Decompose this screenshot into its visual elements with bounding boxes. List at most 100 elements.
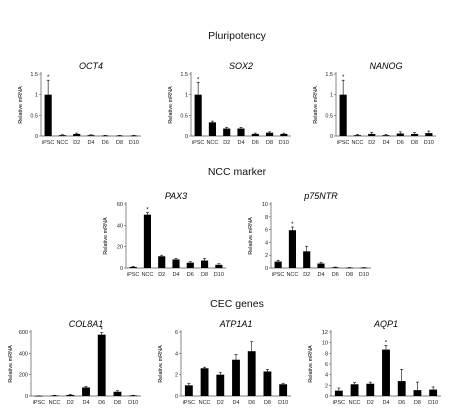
y-tick-label: 1.5 [180, 72, 188, 78]
y-tick-label: 20 [117, 245, 123, 251]
x-tick-label-d2: D2 [73, 140, 80, 146]
bar-ncc [350, 384, 359, 396]
bar-d8 [113, 391, 122, 396]
y-tick-label: 2 [175, 373, 178, 379]
bar-d2 [66, 394, 75, 396]
y-tick-label: 8 [265, 215, 268, 221]
y-axis-label: Relative mRNA [158, 345, 164, 383]
y-tick-label: 60 [117, 202, 123, 208]
y-tick-label: 0.5 [325, 113, 333, 119]
bar-d8 [413, 390, 422, 396]
y-tick-label: 8 [325, 351, 328, 357]
x-tick-label-ncc: NCC [351, 140, 363, 146]
bar-d4 [87, 135, 95, 136]
x-tick-label-ncc: NCC [56, 140, 68, 146]
y-axis-label: Relative mRNA [18, 86, 24, 124]
x-tick-label-ncc: NCC [206, 140, 218, 146]
y-axis-label: Relative mRNA [168, 86, 174, 124]
x-tick-label-ipsc: iPSC [183, 400, 196, 406]
bar-d10 [129, 395, 138, 397]
chart-title: COL8A1 [69, 319, 104, 329]
bar-d4 [317, 263, 325, 268]
y-tick-label: 1 [330, 93, 333, 99]
x-tick-label-ncc: NCC [349, 400, 361, 406]
y-tick-label: 0 [25, 394, 28, 400]
bar-ipsc [334, 390, 343, 396]
bar-d4 [172, 259, 180, 268]
x-tick-label-d8: D8 [114, 400, 121, 406]
y-tick-label: 1.5 [30, 72, 38, 78]
x-tick-label-ncc: NCC [199, 400, 211, 406]
x-tick-label-d2: D2 [367, 400, 374, 406]
bar-d10 [425, 133, 433, 136]
chart-title: AQP1 [373, 319, 398, 329]
bar-d8 [266, 132, 274, 136]
bar-ipsc [274, 261, 282, 268]
x-tick-label-d4: D4 [382, 140, 389, 146]
y-axis-label: Relative mRNA [103, 217, 109, 255]
bar-d6 [331, 267, 339, 268]
bar-d4 [382, 349, 390, 396]
y-tick-label: 4 [265, 240, 268, 246]
x-tick-label-ncc: NCC [141, 272, 153, 278]
bar-ipsc [44, 94, 52, 136]
chart-title: ATP1A1 [219, 319, 253, 329]
x-tick-label-d8: D8 [414, 400, 421, 406]
y-tick-label: 2 [265, 253, 268, 259]
y-tick-label: 400 [19, 351, 28, 357]
x-tick-label-d2: D2 [217, 400, 224, 406]
chart-sox2: SOX2 Relative mRNA 0 0.5 1 1.5 * iPSC NCC D2 D4 D6 D… [168, 61, 291, 146]
bar-d6 [251, 133, 259, 136]
y-tick-label: 0.5 [180, 113, 188, 119]
x-tick-label-ipsc: iPSC [127, 272, 140, 278]
y-tick-label: 6 [265, 228, 268, 234]
x-tick-label-d10: D10 [128, 400, 138, 406]
bar-d2 [73, 133, 81, 136]
chart-pax3: PAX3 Relative mRNA 0 20 40 60 iPSC * NCC D2 D4 D6 D8… [103, 191, 226, 278]
y-axis-label: Relative mRNA [313, 86, 319, 124]
significance-marker: * [197, 77, 200, 83]
bar-d10 [280, 133, 288, 136]
bar-d6 [397, 381, 406, 396]
x-tick-label-ipsc: iPSC [192, 140, 205, 146]
bar-d8 [116, 135, 124, 137]
x-tick-label-d6: D6 [397, 140, 404, 146]
x-tick-label-d4: D4 [317, 272, 324, 278]
bar-ncc [58, 135, 66, 136]
x-tick-label-ncc: NCC [286, 272, 298, 278]
bar-d2 [303, 251, 311, 268]
chart-aqp1: AQP1 Relative mRNA 0 2 4 6 8 10 12 iPSC NCC D2 * D4 D6… [308, 319, 441, 406]
x-tick-label-d2: D2 [67, 400, 74, 406]
y-tick-label: 0 [265, 266, 268, 272]
x-tick-label-d4: D4 [382, 400, 389, 406]
x-tick-label-d6: D6 [102, 140, 109, 146]
bar-ncc [143, 214, 151, 268]
x-tick-label-d6: D6 [248, 400, 255, 406]
x-tick-label-d2: D2 [303, 272, 310, 278]
x-tick-label-d6: D6 [187, 272, 194, 278]
x-tick-label-d10: D10 [129, 140, 139, 146]
y-tick-label: 0 [330, 134, 333, 140]
y-tick-label: 1.5 [325, 72, 333, 78]
y-tick-label: 10 [262, 202, 268, 208]
significance-marker: * [342, 75, 345, 81]
bar-ncc [208, 122, 216, 136]
bar-d10 [215, 264, 223, 268]
bar-d2 [368, 133, 376, 136]
y-tick-label: 1 [185, 93, 188, 99]
y-tick-label: 600 [19, 330, 28, 336]
x-tick-label-d4: D4 [237, 140, 244, 146]
x-tick-label-d4: D4 [172, 272, 179, 278]
bar-d8 [263, 371, 272, 396]
bar-ncc [200, 368, 209, 396]
x-tick-label-d4: D4 [232, 400, 239, 406]
significance-marker: * [385, 340, 388, 346]
y-tick-label: 0 [185, 134, 188, 140]
bar-d10 [360, 267, 368, 269]
y-tick-label: 12 [322, 330, 328, 336]
chart-col8a1: COL8A1 Relative mRNA 0 200 400 600 iPSC NCC D2 D4… [8, 319, 141, 406]
chart-title: p75NTR [303, 191, 338, 201]
x-tick-label-d8: D8 [266, 140, 273, 146]
x-tick-label-d6: D6 [398, 400, 405, 406]
bar-d4 [382, 135, 390, 136]
